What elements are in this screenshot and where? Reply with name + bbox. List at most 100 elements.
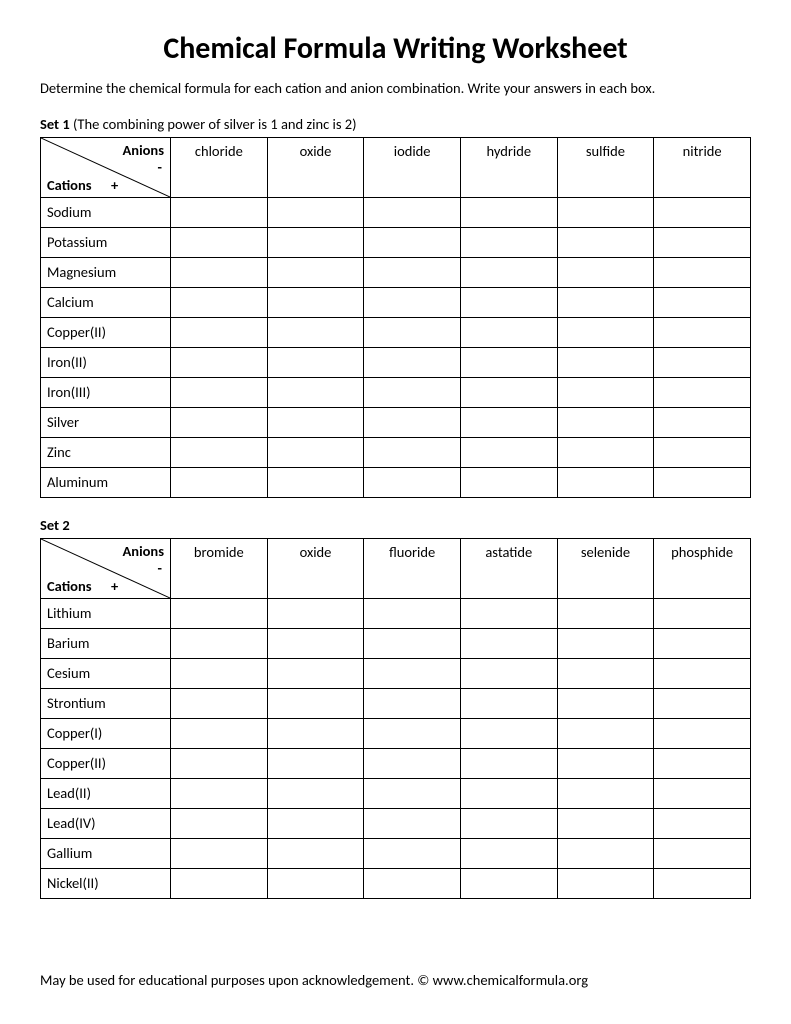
answer-cell[interactable]	[460, 468, 557, 498]
answer-cell[interactable]	[557, 258, 654, 288]
answer-cell[interactable]	[654, 629, 751, 659]
answer-cell[interactable]	[460, 378, 557, 408]
answer-cell[interactable]	[267, 599, 364, 629]
answer-cell[interactable]	[557, 599, 654, 629]
answer-cell[interactable]	[364, 629, 461, 659]
answer-cell[interactable]	[171, 839, 268, 869]
answer-cell[interactable]	[557, 659, 654, 689]
answer-cell[interactable]	[267, 809, 364, 839]
answer-cell[interactable]	[557, 288, 654, 318]
answer-cell[interactable]	[557, 689, 654, 719]
answer-cell[interactable]	[460, 438, 557, 468]
answer-cell[interactable]	[267, 839, 364, 869]
answer-cell[interactable]	[460, 689, 557, 719]
answer-cell[interactable]	[267, 288, 364, 318]
answer-cell[interactable]	[267, 228, 364, 258]
answer-cell[interactable]	[654, 719, 751, 749]
answer-cell[interactable]	[654, 198, 751, 228]
answer-cell[interactable]	[171, 198, 268, 228]
answer-cell[interactable]	[364, 378, 461, 408]
answer-cell[interactable]	[171, 719, 268, 749]
answer-cell[interactable]	[654, 348, 751, 378]
answer-cell[interactable]	[267, 438, 364, 468]
answer-cell[interactable]	[654, 228, 751, 258]
answer-cell[interactable]	[460, 599, 557, 629]
answer-cell[interactable]	[460, 408, 557, 438]
answer-cell[interactable]	[654, 318, 751, 348]
answer-cell[interactable]	[364, 348, 461, 378]
answer-cell[interactable]	[364, 839, 461, 869]
answer-cell[interactable]	[654, 408, 751, 438]
answer-cell[interactable]	[557, 378, 654, 408]
answer-cell[interactable]	[654, 659, 751, 689]
answer-cell[interactable]	[267, 258, 364, 288]
answer-cell[interactable]	[460, 288, 557, 318]
answer-cell[interactable]	[364, 288, 461, 318]
answer-cell[interactable]	[460, 809, 557, 839]
answer-cell[interactable]	[364, 779, 461, 809]
answer-cell[interactable]	[171, 749, 268, 779]
answer-cell[interactable]	[654, 749, 751, 779]
answer-cell[interactable]	[267, 869, 364, 899]
answer-cell[interactable]	[460, 869, 557, 899]
answer-cell[interactable]	[460, 749, 557, 779]
answer-cell[interactable]	[364, 749, 461, 779]
answer-cell[interactable]	[171, 779, 268, 809]
answer-cell[interactable]	[171, 869, 268, 899]
answer-cell[interactable]	[654, 779, 751, 809]
answer-cell[interactable]	[267, 659, 364, 689]
answer-cell[interactable]	[364, 468, 461, 498]
answer-cell[interactable]	[654, 689, 751, 719]
answer-cell[interactable]	[460, 629, 557, 659]
answer-cell[interactable]	[654, 599, 751, 629]
answer-cell[interactable]	[171, 288, 268, 318]
answer-cell[interactable]	[267, 468, 364, 498]
answer-cell[interactable]	[364, 689, 461, 719]
answer-cell[interactable]	[557, 629, 654, 659]
answer-cell[interactable]	[171, 468, 268, 498]
answer-cell[interactable]	[267, 198, 364, 228]
answer-cell[interactable]	[267, 408, 364, 438]
answer-cell[interactable]	[267, 348, 364, 378]
answer-cell[interactable]	[171, 629, 268, 659]
answer-cell[interactable]	[267, 779, 364, 809]
answer-cell[interactable]	[460, 228, 557, 258]
answer-cell[interactable]	[171, 228, 268, 258]
answer-cell[interactable]	[557, 408, 654, 438]
answer-cell[interactable]	[364, 869, 461, 899]
answer-cell[interactable]	[364, 228, 461, 258]
answer-cell[interactable]	[364, 408, 461, 438]
answer-cell[interactable]	[171, 809, 268, 839]
answer-cell[interactable]	[557, 869, 654, 899]
answer-cell[interactable]	[557, 198, 654, 228]
answer-cell[interactable]	[460, 198, 557, 228]
answer-cell[interactable]	[460, 779, 557, 809]
answer-cell[interactable]	[557, 749, 654, 779]
answer-cell[interactable]	[171, 599, 268, 629]
answer-cell[interactable]	[460, 348, 557, 378]
answer-cell[interactable]	[171, 438, 268, 468]
answer-cell[interactable]	[171, 408, 268, 438]
answer-cell[interactable]	[267, 378, 364, 408]
answer-cell[interactable]	[654, 258, 751, 288]
answer-cell[interactable]	[171, 378, 268, 408]
answer-cell[interactable]	[460, 839, 557, 869]
answer-cell[interactable]	[460, 318, 557, 348]
answer-cell[interactable]	[171, 258, 268, 288]
answer-cell[interactable]	[171, 348, 268, 378]
answer-cell[interactable]	[364, 659, 461, 689]
answer-cell[interactable]	[267, 689, 364, 719]
answer-cell[interactable]	[460, 258, 557, 288]
answer-cell[interactable]	[557, 779, 654, 809]
answer-cell[interactable]	[654, 468, 751, 498]
answer-cell[interactable]	[364, 809, 461, 839]
answer-cell[interactable]	[364, 719, 461, 749]
answer-cell[interactable]	[557, 468, 654, 498]
answer-cell[interactable]	[267, 318, 364, 348]
answer-cell[interactable]	[557, 719, 654, 749]
answer-cell[interactable]	[267, 629, 364, 659]
answer-cell[interactable]	[364, 318, 461, 348]
answer-cell[interactable]	[364, 599, 461, 629]
answer-cell[interactable]	[654, 839, 751, 869]
answer-cell[interactable]	[460, 659, 557, 689]
